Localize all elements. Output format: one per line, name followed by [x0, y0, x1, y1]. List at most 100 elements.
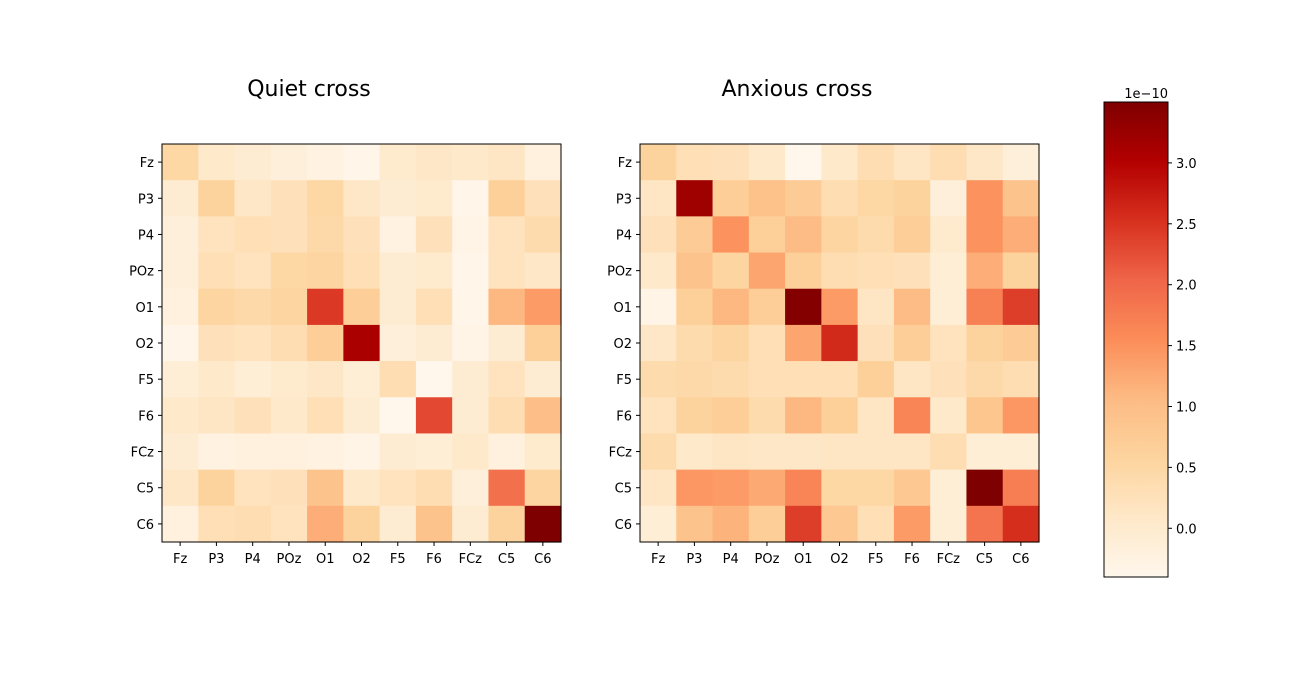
- heatmap-cell: [1002, 144, 1040, 181]
- heatmap-cells-anxious: [640, 144, 1040, 543]
- colorbar: 1e−10 0.0 0.5 1.0 1.5 2.0 2.5 3.0: [1103, 87, 1197, 578]
- heatmap-cell: [343, 361, 381, 398]
- heatmap-cell: [1002, 180, 1040, 217]
- heatmap-cell: [748, 505, 786, 543]
- heatmap-cell: [415, 324, 453, 362]
- heatmap-cell: [270, 144, 308, 181]
- heatmap-cell: [452, 144, 490, 181]
- x-tick-label: F5: [868, 552, 884, 567]
- heatmap-cell: [488, 216, 526, 254]
- heatmap-cell: [524, 144, 562, 181]
- heatmap-cell: [676, 469, 714, 507]
- heatmap-cell: [676, 324, 714, 362]
- heatmap-cell: [640, 397, 677, 435]
- heatmap-cell: [234, 469, 272, 507]
- x-tick-label: FCz: [459, 552, 483, 567]
- heatmap-cell: [307, 361, 344, 398]
- heatmap-cell: [930, 180, 968, 217]
- y-tick-label: Fz: [140, 156, 154, 171]
- heatmap-cell: [524, 469, 562, 507]
- heatmap-cell: [307, 144, 344, 181]
- heatmap-cell: [198, 288, 236, 326]
- heatmap-cell: [1002, 216, 1040, 254]
- heatmap-cell: [712, 433, 750, 471]
- colorbar-multiplier: 1e−10: [1124, 87, 1168, 102]
- heatmap-cell: [524, 505, 562, 543]
- heatmap-cell: [162, 288, 199, 326]
- heatmap-cell: [307, 397, 344, 435]
- heatmap-cell: [452, 180, 490, 217]
- heatmap-cell: [930, 288, 968, 326]
- heatmap-cell: [307, 216, 344, 254]
- colorbar-tick-label: 0.5: [1176, 461, 1197, 476]
- x-tick-label: POz: [277, 552, 302, 567]
- heatmap-cell: [821, 324, 859, 362]
- heatmap-cell: [785, 505, 822, 543]
- heatmap-cell: [343, 433, 381, 471]
- heatmap-cell: [676, 361, 714, 398]
- heatmap-cell: [379, 324, 417, 362]
- x-tick-label: F6: [904, 552, 920, 567]
- x-tick-label: FCz: [937, 552, 961, 567]
- heatmap-cell: [415, 433, 453, 471]
- heatmap-cell: [893, 288, 931, 326]
- heatmap-cell: [748, 180, 786, 217]
- heatmap-cells-quiet: [162, 144, 562, 543]
- heatmap-cell: [893, 397, 931, 435]
- panel-title-anxious: Anxious cross: [721, 77, 872, 102]
- panel-title-quiet: Quiet cross: [247, 77, 371, 102]
- heatmap-cell: [343, 216, 381, 254]
- x-tick-label: P4: [245, 552, 261, 567]
- x-tick-label: C6: [1012, 552, 1029, 567]
- heatmap-cell: [379, 144, 417, 181]
- heatmap-cell: [676, 144, 714, 181]
- heatmap-cell: [379, 180, 417, 217]
- heatmap-cell: [966, 216, 1004, 254]
- heatmap-cell: [415, 252, 453, 290]
- heatmap-cell: [162, 397, 199, 435]
- heatmap-cell: [270, 216, 308, 254]
- heatmap-cell: [966, 361, 1004, 398]
- y-tick-label: O2: [613, 337, 632, 352]
- heatmap-cell: [415, 216, 453, 254]
- heatmap-cell: [198, 397, 236, 435]
- heatmap-cell: [162, 361, 199, 398]
- x-tick-label: O2: [352, 552, 371, 567]
- heatmap-cell: [930, 252, 968, 290]
- heatmap-cell: [930, 361, 968, 398]
- heatmap-cell: [415, 469, 453, 507]
- heatmap-cell: [893, 505, 931, 543]
- heatmap-cell: [966, 252, 1004, 290]
- heatmap-cell: [676, 216, 714, 254]
- heatmap-cell: [1002, 324, 1040, 362]
- heatmap-cell: [712, 144, 750, 181]
- colorbar-tick-label: 0.0: [1176, 522, 1197, 537]
- heatmap-cell: [488, 180, 526, 217]
- heatmap-cell: [712, 252, 750, 290]
- heatmap-cell: [379, 469, 417, 507]
- heatmap-cell: [785, 252, 822, 290]
- heatmap-cell: [488, 397, 526, 435]
- heatmap-cell: [857, 180, 895, 217]
- panel-anxious-cross: Anxious cross Fz P3 P4 POz O1 O2 F5 F6 FCz C5 C6 F…: [607, 77, 1040, 567]
- heatmap-cell: [748, 144, 786, 181]
- y-tick-labels-quiet: Fz P3 P4 POz O1 O2 F5 F6 FCz C5 C6: [129, 156, 162, 533]
- colorbar-gradient: [1103, 101, 1169, 578]
- heatmap-cell: [640, 252, 677, 290]
- heatmap-cell: [640, 288, 677, 326]
- heatmap-cell: [785, 469, 822, 507]
- heatmap-cell: [857, 505, 895, 543]
- heatmap-cell: [452, 252, 490, 290]
- heatmap-cell: [488, 324, 526, 362]
- heatmap-cell: [1002, 252, 1040, 290]
- colorbar-tick-label: 3.0: [1176, 157, 1197, 172]
- colorbar-tick-label: 1.5: [1176, 340, 1197, 355]
- heatmap-cell: [415, 144, 453, 181]
- heatmap-cell: [748, 433, 786, 471]
- heatmap-cell: [712, 505, 750, 543]
- heatmap-cell: [676, 180, 714, 217]
- heatmap-cell: [162, 144, 199, 181]
- heatmap-cell: [1002, 433, 1040, 471]
- heatmap-cell: [162, 505, 199, 543]
- heatmap-cell: [379, 505, 417, 543]
